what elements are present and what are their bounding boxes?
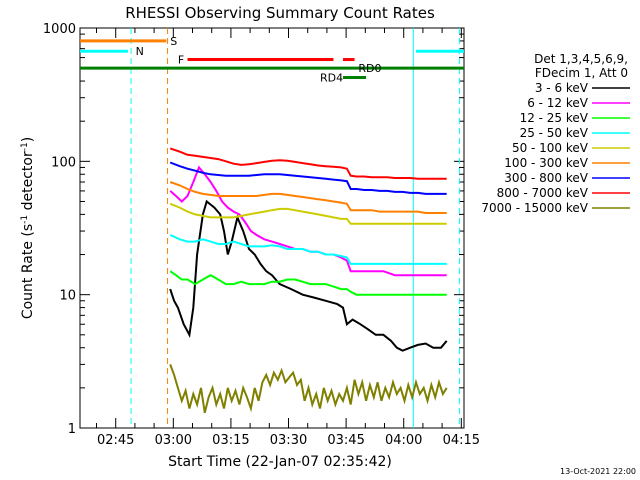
x-tick-label: 03:30 bbox=[270, 433, 307, 448]
y-tick-label: 10 bbox=[59, 289, 76, 304]
footer-timestamp: 13-Oct-2021 22:00 bbox=[560, 467, 636, 476]
series-lines bbox=[169, 147, 448, 414]
x-tick-label: 04:15 bbox=[443, 433, 480, 448]
legend-label: 3 - 6 keV bbox=[535, 81, 589, 95]
axis-ticks: 02:45 03:00 03:15 03:30 03:45 04:00 04:15 1 10 10… bbox=[43, 22, 480, 448]
plot-area: 02:45 03:00 03:15 03:30 03:45 04:00 04:15 1 10 10… bbox=[43, 22, 480, 448]
vertical-markers bbox=[130, 28, 460, 428]
legend-label: 12 - 25 keV bbox=[520, 111, 589, 125]
series-line bbox=[169, 234, 447, 265]
flag-label: RD0 bbox=[358, 62, 381, 75]
legend-label: 300 - 800 keV bbox=[504, 171, 588, 185]
x-tick-label: 03:00 bbox=[155, 433, 192, 448]
series-line bbox=[169, 147, 447, 180]
x-tick-label: 03:45 bbox=[327, 433, 364, 448]
y-axis-label-end: ) bbox=[20, 137, 36, 142]
legend: Det 1,3,4,5,6,9, FDecim 1, Att 0 3 - 6 k… bbox=[481, 52, 630, 215]
series-line bbox=[169, 165, 447, 277]
y-axis-label-sup: -1 bbox=[20, 215, 30, 224]
series-line bbox=[169, 199, 448, 352]
y-axis-label-pre: Count Rate (s bbox=[20, 224, 36, 319]
series-line bbox=[169, 181, 447, 214]
y-axis-label-mid: detector bbox=[20, 151, 36, 215]
plot-frame bbox=[79, 27, 465, 429]
y-axis-label: Count Rate (s-1 detector-1) bbox=[20, 137, 36, 319]
legend-label: 50 - 100 keV bbox=[512, 141, 589, 155]
y-tick-label: 1 bbox=[68, 422, 76, 437]
x-tick-label: 02:45 bbox=[97, 433, 134, 448]
flag-label: RD4 bbox=[320, 72, 343, 85]
legend-label: 800 - 7000 keV bbox=[497, 186, 589, 200]
legend-header-2: FDecim 1, Att 0 bbox=[535, 66, 628, 80]
y-tick-label: 1000 bbox=[43, 22, 76, 37]
series-line bbox=[169, 270, 447, 296]
flag-label: S bbox=[170, 35, 177, 48]
chart-title: RHESSI Observing Summary Count Rates bbox=[125, 4, 435, 22]
x-axis-label: Start Time (22-Jan-07 02:35:42) bbox=[168, 454, 392, 470]
x-tick-label: 03:15 bbox=[212, 433, 249, 448]
x-tick-label: 04:00 bbox=[385, 433, 422, 448]
legend-label: 100 - 300 keV bbox=[504, 156, 588, 170]
series-line bbox=[169, 364, 448, 414]
flag-label: F bbox=[178, 54, 184, 67]
flag-bars: S N F RD0 RD4 bbox=[80, 35, 464, 85]
y-tick-label: 100 bbox=[51, 155, 76, 170]
series-line bbox=[169, 161, 447, 195]
legend-label: 7000 - 15000 keV bbox=[481, 201, 588, 215]
flag-label: N bbox=[136, 45, 144, 58]
y-axis-label-sup2: -1 bbox=[20, 142, 30, 151]
series-line bbox=[169, 202, 447, 225]
legend-label: 25 - 50 keV bbox=[520, 126, 589, 140]
legend-label: 6 - 12 keV bbox=[527, 96, 589, 110]
legend-header-1: Det 1,3,4,5,6,9, bbox=[534, 52, 628, 66]
